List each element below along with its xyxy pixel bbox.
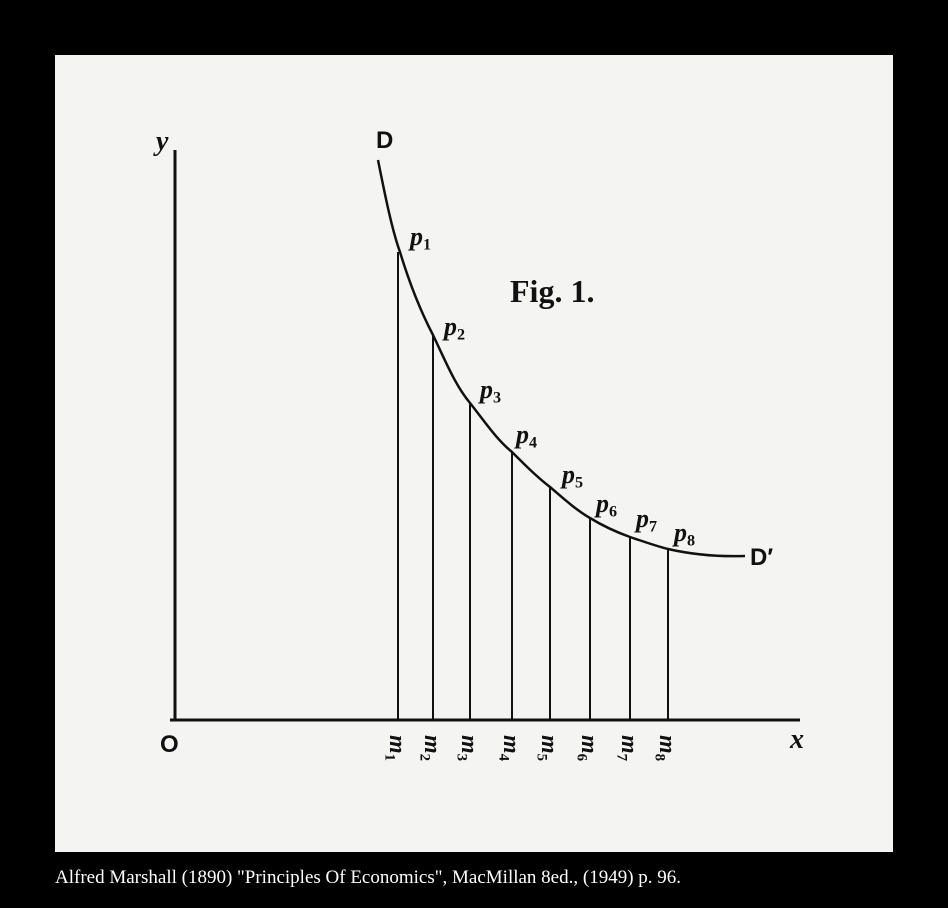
quantity-text-index: 3 [454,754,470,761]
point-label: p4 [514,420,537,452]
quantity-text-index: 4 [496,754,512,762]
quantity-label: m6 [574,735,602,761]
quantity-text: m1 [382,735,410,761]
quantity-text-letter: m [456,735,482,754]
point-label-letter: p [478,375,493,404]
quantity-text-index: 5 [534,754,550,761]
quantity-text-letter: m [536,735,562,754]
point-label: p3 [478,375,501,407]
quantity-label: m7 [614,735,642,762]
quantity-label: m1 [382,735,410,761]
quantity-label: m2 [417,735,445,761]
quantity-text-index: 6 [574,754,590,761]
point-label-letter: p [408,222,423,251]
point-label-letter: p [672,518,687,547]
quantity-text-index: 7 [614,754,630,762]
quantity-text-index: 8 [652,754,668,761]
quantity-label: m4 [496,735,524,762]
curve-end-label: D′ [750,544,773,571]
point-label: p2 [442,312,465,344]
point-label-index: 6 [609,504,617,521]
point-label-index: 8 [687,533,695,550]
figure-title: Fig. 1. [510,273,594,309]
point-label-index: 4 [529,435,537,452]
scan [55,55,893,852]
point-label-index: 3 [493,390,501,407]
point-label-letter: p [560,460,575,489]
quantity-text-index: 2 [417,754,433,761]
quantity-text-index: 1 [382,754,398,761]
point-label-index: 1 [423,237,431,254]
quantity-text-letter: m [616,735,642,754]
quantity-text: m4 [496,735,524,762]
quantity-text-letter: m [384,735,410,754]
quantity-text: m8 [652,735,680,761]
origin-label: O [160,731,179,758]
quantity-text: m6 [574,735,602,761]
point-label: p5 [560,460,583,492]
quantity-text: m3 [454,735,482,761]
quantity-text-letter: m [498,735,524,754]
point-label: p7 [634,504,657,536]
point-label-index: 2 [457,327,465,344]
caption: Alfred Marshall (1890) "Principles Of Ec… [55,867,681,888]
point-label-index: 7 [649,519,657,536]
quantity-label: m5 [534,735,562,761]
quantity-text-letter: m [576,735,602,754]
demand-curve [376,159,746,558]
quantity-label: m3 [454,735,482,761]
point-label-letter: p [442,312,457,341]
y-axis-label: y [153,126,169,157]
point-label-letter: p [514,420,529,449]
diagram [170,150,800,722]
point-label: p8 [672,518,695,550]
point-label-letter: p [594,489,609,518]
point-label-letter: p [634,504,649,533]
point-label-index: 5 [575,475,583,492]
curve-start-label: D [376,127,393,154]
quantity-label: m8 [652,735,680,761]
point-label: p1 [408,222,431,254]
x-axis-label: x [789,724,804,755]
point-label: p6 [594,489,617,521]
quantity-text-letter: m [419,735,445,754]
quantity-text-letter: m [654,735,680,754]
quantity-text: m7 [614,735,642,762]
quantity-text: m5 [534,735,562,761]
quantity-text: m2 [417,735,445,761]
